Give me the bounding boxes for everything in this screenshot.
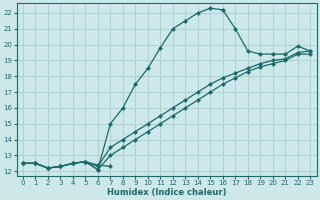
X-axis label: Humidex (Indice chaleur): Humidex (Indice chaleur) [107, 188, 226, 197]
